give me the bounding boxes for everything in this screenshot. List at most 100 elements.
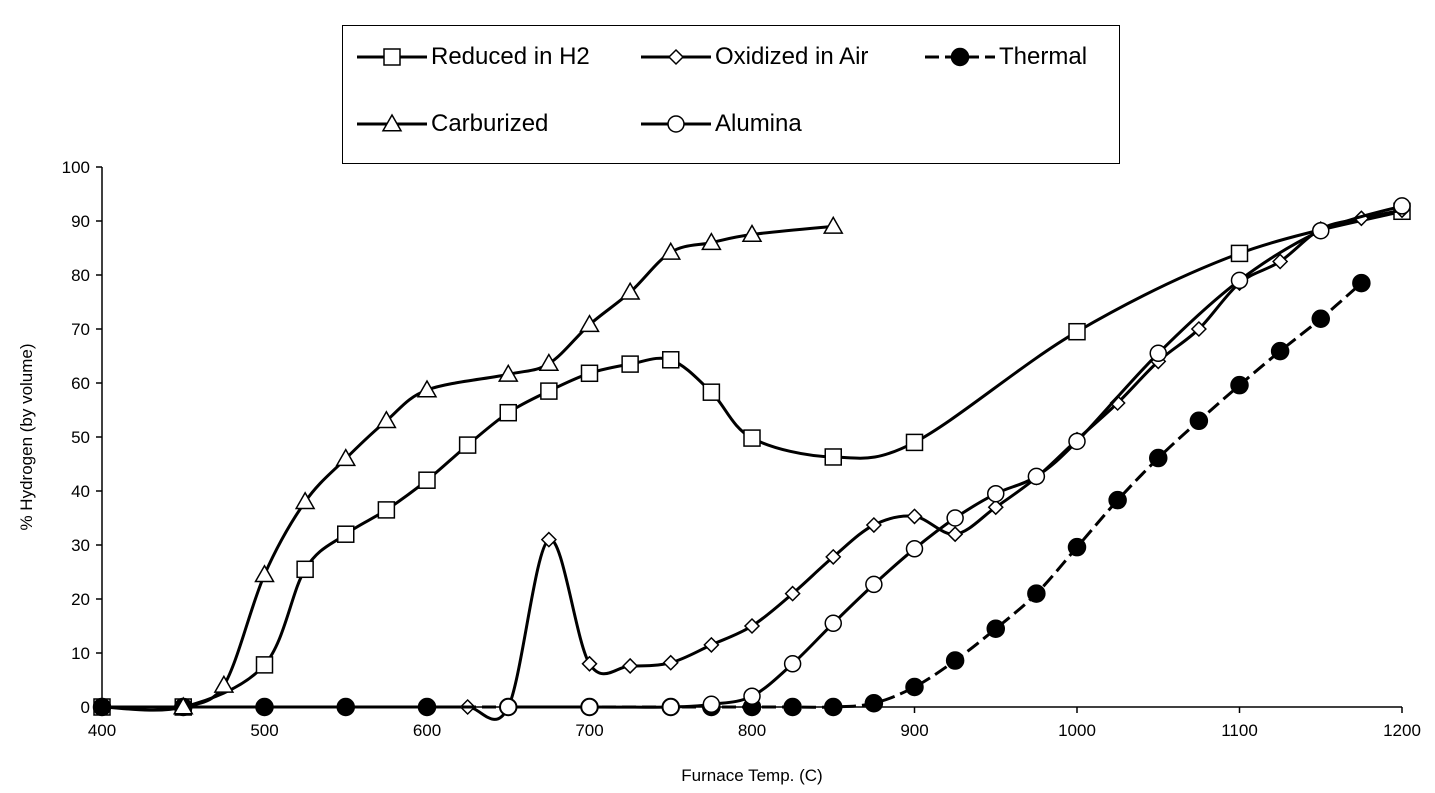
- y-tick-label: 80: [71, 266, 90, 285]
- y-tick-label: 100: [62, 158, 90, 177]
- data-point-carburized: [579, 314, 600, 333]
- data-point-oxidized-in-air: [947, 526, 964, 543]
- legend-marker-alumina: [667, 115, 685, 133]
- data-point-oxidized-in-air: [906, 508, 923, 525]
- series-alumina: [499, 197, 1411, 716]
- data-point-alumina: [824, 614, 842, 633]
- data-point-reduced-in-h2: [1230, 244, 1249, 263]
- x-tick-label: 800: [738, 721, 766, 740]
- data-point-carburized: [213, 674, 235, 693]
- y-tick-label: 50: [71, 428, 90, 447]
- data-point-oxidized-in-air: [622, 657, 639, 675]
- data-point-thermal: [1270, 341, 1290, 361]
- data-point-reduced-in-h2: [905, 433, 924, 452]
- series-line-oxidized-in-air: [102, 208, 1403, 721]
- data-point-thermal: [1230, 375, 1249, 395]
- legend: Reduced in H2 Oxidized in Air Thermal Ca…: [342, 25, 1120, 164]
- data-point-reduced-in-h2: [662, 351, 680, 369]
- x-tick-label: 500: [250, 721, 278, 740]
- series-line-reduced-in-h2: [101, 209, 1403, 712]
- data-point-oxidized-in-air: [865, 516, 882, 534]
- data-point-thermal: [92, 697, 112, 717]
- data-point-reduced-in-h2: [743, 429, 761, 447]
- legend-label-carburized: Carburized: [431, 110, 549, 137]
- data-point-alumina: [662, 698, 680, 716]
- series-line-thermal: [102, 281, 1363, 709]
- data-point-thermal: [336, 697, 355, 717]
- x-tick-label: 1000: [1058, 721, 1096, 740]
- x-tick-label: 1200: [1383, 721, 1421, 740]
- data-point-oxidized-in-air: [743, 617, 761, 635]
- series-oxidized-in-air: [93, 202, 1411, 721]
- data-point-alumina: [1149, 344, 1167, 363]
- data-point-alumina: [865, 575, 883, 594]
- data-point-reduced-in-h2: [377, 501, 396, 519]
- series-carburized: [172, 215, 844, 715]
- data-point-reduced-in-h2: [499, 403, 517, 422]
- data-point-reduced-in-h2: [418, 471, 436, 489]
- data-point-carburized: [660, 241, 682, 260]
- data-point-carburized: [254, 564, 275, 583]
- data-point-carburized: [335, 448, 357, 467]
- data-point-oxidized-in-air: [1190, 320, 1207, 338]
- x-tick-label: 600: [413, 721, 441, 740]
- data-point-alumina: [743, 687, 761, 705]
- data-point-carburized: [619, 281, 641, 300]
- data-point-thermal: [417, 697, 437, 717]
- data-point-thermal: [1067, 537, 1087, 557]
- data-point-alumina: [1393, 197, 1411, 215]
- legend-label-oxidized-in-air: Oxidized in Air: [715, 43, 869, 70]
- data-point-carburized: [701, 232, 722, 251]
- data-point-reduced-in-h2: [458, 436, 477, 454]
- data-point-carburized: [741, 223, 763, 242]
- y-tick-label: 0: [81, 698, 90, 717]
- data-point-oxidized-in-air: [1272, 253, 1289, 270]
- data-point-thermal: [905, 677, 924, 697]
- data-point-oxidized-in-air: [825, 548, 842, 565]
- data-point-thermal: [783, 697, 802, 717]
- data-point-thermal: [986, 619, 1005, 638]
- data-point-oxidized-in-air: [784, 585, 801, 602]
- y-tick-label: 30: [71, 536, 90, 555]
- data-point-carburized: [376, 410, 397, 429]
- y-tick-label: 70: [71, 320, 90, 339]
- y-tick-label: 40: [71, 482, 90, 501]
- x-axis-title: Furnace Temp. (C): [681, 766, 822, 785]
- data-point-oxidized-in-air: [581, 655, 598, 672]
- data-point-thermal: [1027, 584, 1046, 603]
- data-point-reduced-in-h2: [824, 448, 842, 466]
- x-tick-label: 900: [900, 721, 928, 740]
- data-point-oxidized-in-air: [987, 499, 1004, 516]
- data-point-reduced-in-h2: [296, 560, 314, 579]
- data-point-oxidized-in-air: [662, 654, 679, 671]
- data-point-alumina: [946, 509, 964, 527]
- data-point-alumina: [1312, 221, 1330, 240]
- legend-label-thermal: Thermal: [999, 43, 1088, 70]
- y-tick-label: 20: [71, 590, 90, 609]
- data-point-thermal: [945, 651, 965, 670]
- data-point-carburized: [497, 363, 519, 382]
- y-tick-label: 10: [71, 644, 90, 663]
- x-tick-label: 400: [88, 721, 116, 740]
- data-point-alumina: [1230, 271, 1249, 290]
- data-point-reduced-in-h2: [255, 656, 274, 674]
- data-point-reduced-in-h2: [580, 364, 599, 383]
- x-axis-ticks: 400 500 600 700 800 900 1000 1100 1200: [88, 707, 1421, 740]
- data-point-reduced-in-h2: [621, 355, 639, 373]
- data-point-thermal: [1149, 448, 1168, 468]
- legend-marker-oxidized-in-air: [667, 48, 685, 66]
- data-point-thermal: [1311, 309, 1330, 328]
- data-point-alumina: [499, 698, 517, 716]
- data-point-alumina: [905, 540, 924, 558]
- data-point-thermal: [255, 697, 274, 717]
- data-point-thermal: [1352, 273, 1371, 293]
- data-point-carburized: [538, 353, 560, 372]
- data-point-alumina: [1068, 432, 1086, 451]
- data-point-reduced-in-h2: [702, 383, 721, 401]
- data-point-alumina: [783, 655, 802, 673]
- series-reduced-in-h2: [93, 202, 1411, 716]
- legend-marker-reduced-in-h2: [383, 48, 401, 66]
- y-tick-label: 60: [71, 374, 90, 393]
- legend-marker-carburized: [381, 113, 403, 132]
